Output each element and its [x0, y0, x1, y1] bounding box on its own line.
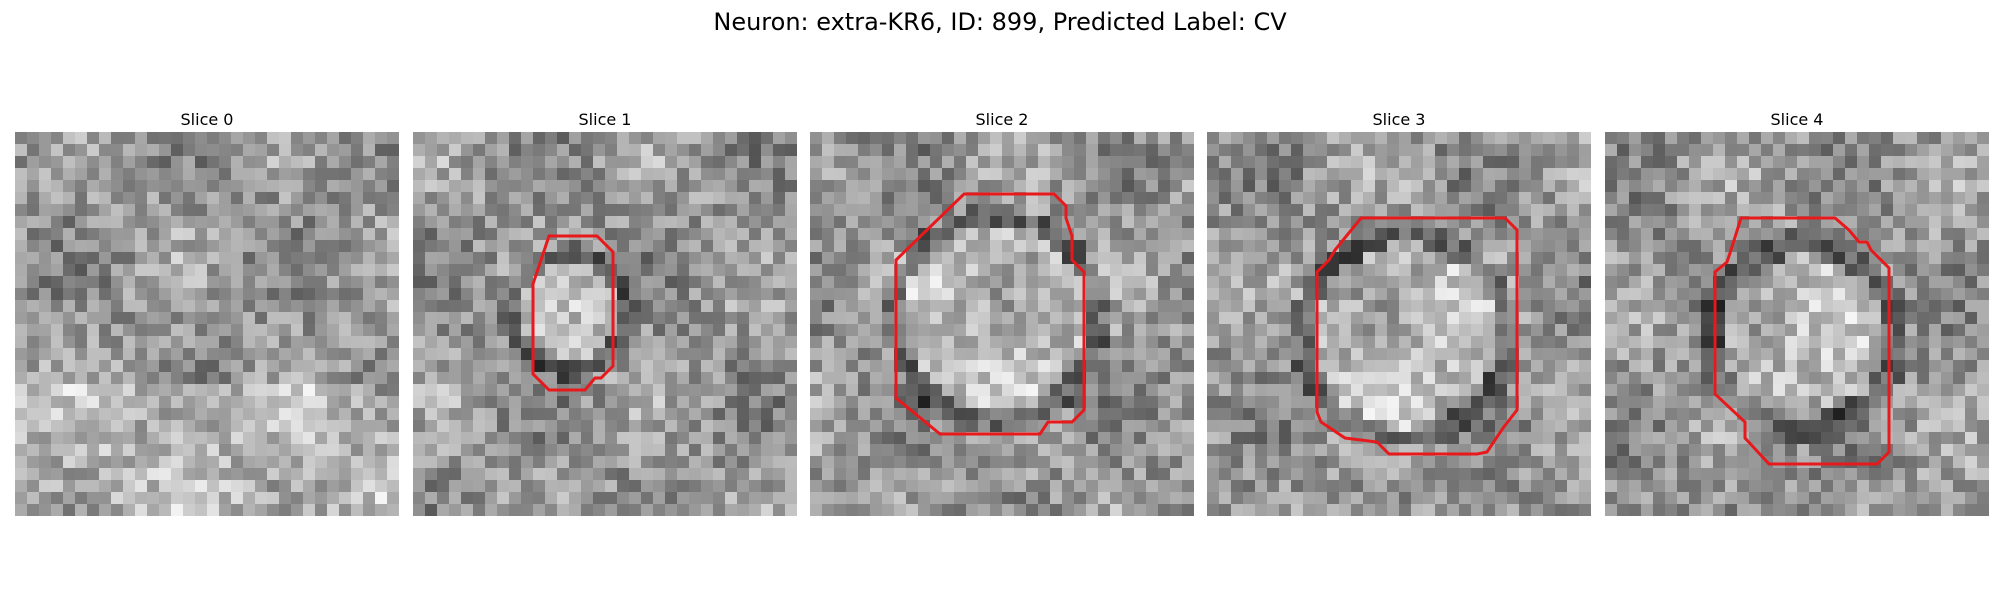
segmentation-contour: [1315, 216, 1519, 456]
slice-image-1: [413, 132, 797, 516]
slice-title: Slice 0: [180, 110, 234, 129]
em-pixel-grid: [15, 132, 399, 516]
segmentation-contour: [531, 234, 615, 392]
figure-title: Neuron: extra-KR6, ID: 899, Predicted La…: [713, 8, 1287, 36]
slice-image-0: [15, 132, 399, 516]
slice-panel-0: Slice 0: [15, 110, 399, 516]
em-pixel-grid: [810, 132, 1194, 516]
slice-title: Slice 2: [975, 110, 1029, 129]
slice-title: Slice 1: [578, 110, 632, 129]
em-pixel-grid: [413, 132, 797, 516]
slice-panel-2: Slice 2: [810, 110, 1194, 516]
slice-image-4: [1605, 132, 1989, 516]
segmentation-contour: [894, 192, 1086, 436]
slice-title: Slice 4: [1770, 110, 1824, 129]
slice-panel-1: Slice 1: [413, 110, 797, 516]
slice-title: Slice 3: [1372, 110, 1426, 129]
segmentation-contour: [1713, 216, 1891, 466]
slice-panel-4: Slice 4: [1605, 110, 1989, 516]
slice-image-2: [810, 132, 1194, 516]
slice-panel-3: Slice 3: [1207, 110, 1591, 516]
slice-image-3: [1207, 132, 1591, 516]
em-pixel-grid: [1207, 132, 1591, 516]
em-pixel-grid: [1605, 132, 1989, 516]
